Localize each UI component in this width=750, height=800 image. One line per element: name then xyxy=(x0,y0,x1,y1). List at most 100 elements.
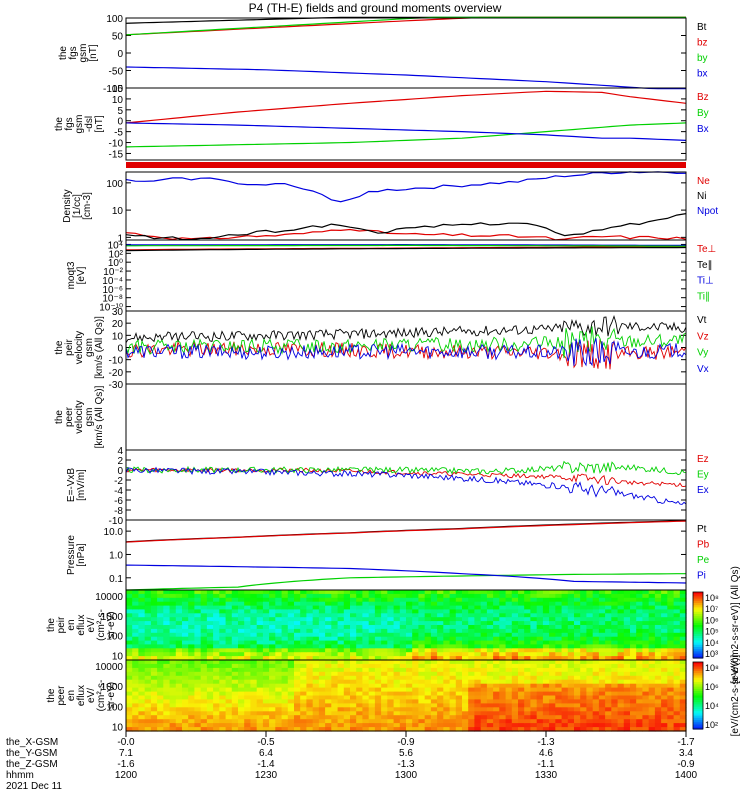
heatmap-cell xyxy=(499,699,507,704)
heatmap-cell xyxy=(667,671,675,677)
heatmap-cell xyxy=(374,613,382,618)
heatmap-cell xyxy=(213,601,220,607)
heatmap-cell xyxy=(617,625,625,630)
heatmap-cell xyxy=(175,609,183,614)
heatmap-cell xyxy=(623,652,631,657)
heatmap-cell xyxy=(144,617,152,622)
heatmap-cell xyxy=(630,601,637,607)
heatmap-cell xyxy=(480,683,488,689)
heatmap-cell xyxy=(169,605,177,611)
heatmap-cell xyxy=(356,640,363,646)
heatmap-cell xyxy=(169,597,177,603)
heatmap-cell xyxy=(605,590,612,595)
heatmap-cell xyxy=(499,703,507,708)
heatmap-cell xyxy=(462,679,469,685)
heatmap-cell xyxy=(673,699,681,704)
heatmap-cell xyxy=(605,593,612,599)
heatmap-cell xyxy=(325,613,332,618)
heatmap-cell xyxy=(350,652,357,657)
heatmap-cell xyxy=(362,652,370,657)
heatmap-cell xyxy=(536,703,544,708)
heatmap-cell xyxy=(468,656,475,661)
heatmap-cell xyxy=(542,727,550,732)
heatmap-cell xyxy=(188,723,195,728)
heatmap-cell xyxy=(132,593,139,599)
heatmap-cell xyxy=(449,663,457,669)
heatmap-cell xyxy=(654,636,662,642)
heatmap-cell xyxy=(474,715,482,720)
heatmap-cell xyxy=(462,683,469,689)
heatmap-cell xyxy=(374,683,382,689)
heatmap-cell xyxy=(206,628,214,634)
heatmap-cell xyxy=(325,605,332,611)
heatmap-cell xyxy=(163,601,171,607)
heatmap-cell xyxy=(393,660,401,665)
heatmap-cell xyxy=(455,691,463,697)
heatmap-cell xyxy=(337,640,345,646)
heatmap-cell xyxy=(262,660,270,665)
heatmap-cell xyxy=(418,601,426,607)
heatmap-cell xyxy=(393,621,401,626)
heatmap-cell xyxy=(667,687,675,693)
series-line-Te∥ xyxy=(125,246,687,252)
heatmap-cell xyxy=(306,625,314,630)
heatmap-cell xyxy=(356,621,363,626)
heatmap-cell xyxy=(281,723,289,728)
heatmap-cell xyxy=(449,597,457,603)
heatmap-cell xyxy=(262,699,270,704)
heatmap-cell xyxy=(331,715,339,720)
heatmap-cell xyxy=(200,597,208,603)
ytick-label: -5 xyxy=(114,128,123,139)
heatmap-cell xyxy=(474,640,482,646)
heatmap-cell xyxy=(642,723,650,728)
heatmap-cell xyxy=(169,671,177,677)
heatmap-cell xyxy=(586,590,594,595)
heatmap-cell xyxy=(325,640,332,646)
heatmap-cell xyxy=(549,652,556,657)
heatmap-cell xyxy=(331,644,339,649)
heatmap-cell xyxy=(132,632,139,638)
heatmap-cell xyxy=(412,605,419,611)
heatmap-cell xyxy=(294,597,301,603)
heatmap-cell xyxy=(343,707,351,712)
heatmap-cell xyxy=(200,656,208,661)
heatmap-cell xyxy=(574,671,581,677)
heatmap-cell xyxy=(518,660,525,665)
heatmap-cell xyxy=(679,695,687,700)
heatmap-cell xyxy=(194,683,202,689)
heatmap-cell xyxy=(586,648,594,653)
heatmap-cell xyxy=(580,625,587,630)
heatmap-cell xyxy=(244,617,251,622)
heatmap-cell xyxy=(480,699,488,704)
heatmap-cell xyxy=(673,683,681,689)
heatmap-cell xyxy=(287,636,295,642)
heatmap-cell xyxy=(623,723,631,728)
heatmap-cell xyxy=(605,605,612,611)
heatmap-cell xyxy=(505,590,513,595)
heatmap-cell xyxy=(269,628,276,634)
heatmap-cell xyxy=(219,644,227,649)
heatmap-cell xyxy=(574,711,581,716)
heatmap-cell xyxy=(518,723,525,728)
heatmap-cell xyxy=(518,652,525,657)
heatmap-cell xyxy=(194,727,202,732)
heatmap-cell xyxy=(524,691,531,697)
heatmap-cell xyxy=(580,691,587,697)
heatmap-cell xyxy=(630,691,637,697)
heatmap-cell xyxy=(169,727,177,732)
heatmap-cell xyxy=(437,679,444,685)
heatmap-cell xyxy=(325,636,332,642)
heatmap-cell xyxy=(605,699,612,704)
heatmap-cell xyxy=(418,660,426,665)
heatmap-cell xyxy=(648,699,656,704)
heatmap-cell xyxy=(493,632,500,638)
heatmap-cell xyxy=(549,679,556,685)
heatmap-cell xyxy=(399,699,407,704)
heatmap-cell xyxy=(474,601,482,607)
heatmap-cell xyxy=(679,590,687,595)
panel-frame xyxy=(125,239,687,312)
heatmap-cell xyxy=(592,636,600,642)
heatmap-cell xyxy=(157,605,164,611)
heatmap-cell xyxy=(287,715,295,720)
heatmap-cell xyxy=(213,691,220,697)
